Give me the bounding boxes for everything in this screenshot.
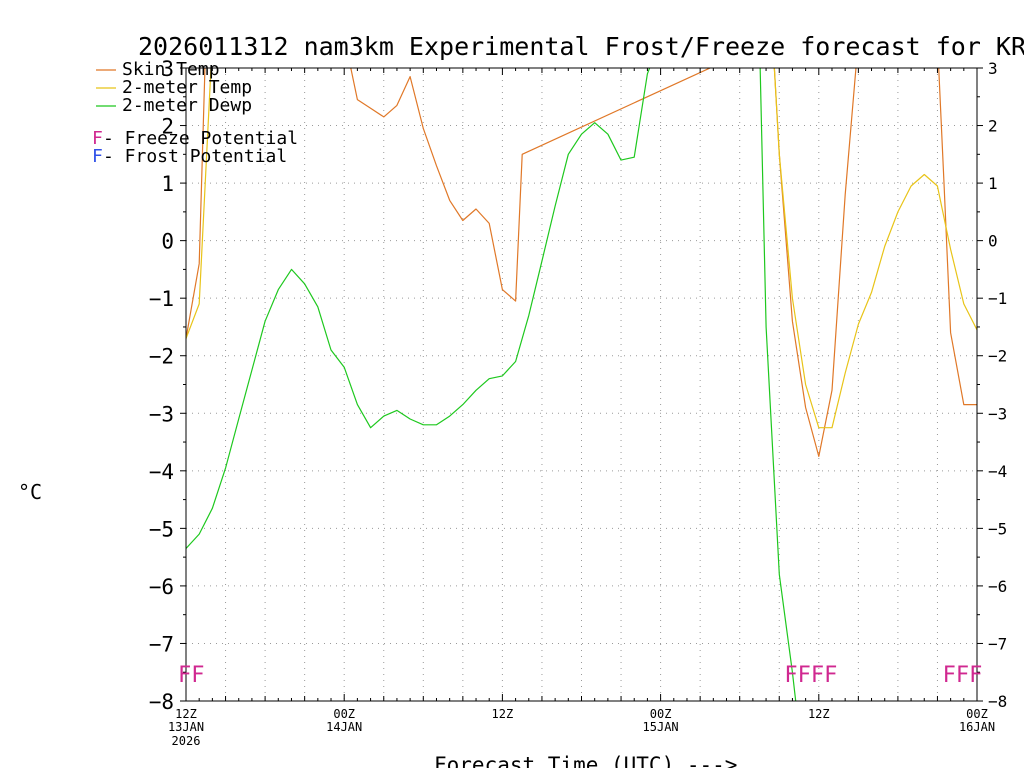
x-tick-date-label: 16JAN [959, 720, 995, 734]
y-tick-label-right: −8 [988, 692, 1007, 711]
legend-marker-label: - Freeze Potential [103, 128, 298, 149]
x-tick-date-label: 14JAN [326, 720, 362, 734]
x-tick-label: 12Z [492, 707, 514, 721]
freeze-potential-marker: FF [178, 663, 205, 688]
y-tick-label: −3 [149, 402, 174, 426]
y-tick-label-right: −2 [988, 347, 1007, 366]
freeze-potential-marker: FFFF [784, 663, 837, 688]
y-tick-label: 3 [161, 57, 174, 81]
y-tick-label: −4 [149, 460, 174, 484]
series-line-2-meter-dewp [186, 68, 797, 701]
y-tick-label: 2 [161, 115, 174, 139]
y-tick-label-right: −5 [988, 519, 1007, 538]
x-tick-year-label: 2026 [172, 734, 201, 748]
series-line-2-meter-temp [186, 68, 977, 429]
freeze-markers: FF FFFF FFF [178, 663, 982, 688]
y-tick-label-right: −1 [988, 289, 1007, 308]
grid [186, 68, 977, 701]
x-tick-label: 00Z [650, 707, 672, 721]
legend-marker-symbol: F [92, 128, 103, 149]
y-tick-label: −2 [149, 345, 174, 369]
y-tick-label: 1 [161, 172, 174, 196]
chart-title: 2026011312 nam3km Experimental Frost/Fre… [138, 32, 1024, 61]
y-tick-label-right: 2 [988, 117, 998, 136]
x-tick-date-label: 13JAN [168, 720, 204, 734]
y-tick-label-right: 0 [988, 232, 998, 251]
legend-label: 2-meter Temp [122, 77, 252, 98]
y-tick-label: −7 [149, 632, 174, 656]
legend-marker-label: - Frost Potential [103, 146, 287, 167]
y-tick-label-right: −3 [988, 404, 1007, 423]
y-axis-ticks: −8 −8 −7 −7 −6 −6 −5 −5 −4 −4 −3 −3 −2 −2 −1 −1 0 0 1 1 2 2 3 3 [149, 57, 1008, 714]
y-tick-label: 0 [161, 230, 174, 254]
y-tick-label: −1 [149, 287, 174, 311]
x-axis-label: Forecast Time (UTC) ---> [434, 753, 737, 768]
y-tick-label-right: −7 [988, 634, 1007, 653]
series-group [186, 68, 977, 701]
y-axis-label: °C [18, 480, 42, 504]
legend-label: 2-meter Dewp [122, 95, 252, 116]
freeze-potential-marker: FFF [943, 663, 983, 688]
series-line-skin-temp [186, 68, 977, 457]
y-tick-label-right: −4 [988, 462, 1007, 481]
legend-marker-symbol: F [92, 146, 103, 167]
y-tick-label-right: 3 [988, 59, 998, 78]
legend-label: Skin Temp [122, 59, 220, 80]
x-tick-label: 12Z [175, 707, 197, 721]
y-tick-label: −6 [149, 575, 174, 599]
x-tick-date-label: 15JAN [643, 720, 679, 734]
y-tick-label: −8 [149, 690, 174, 714]
x-tick-label: 00Z [966, 707, 988, 721]
y-tick-label: −5 [149, 517, 174, 541]
x-tick-label: 00Z [333, 707, 355, 721]
x-tick-label: 12Z [808, 707, 830, 721]
y-tick-label-right: −6 [988, 577, 1007, 596]
plot-frame [185, 67, 978, 702]
y-tick-label-right: 1 [988, 174, 998, 193]
